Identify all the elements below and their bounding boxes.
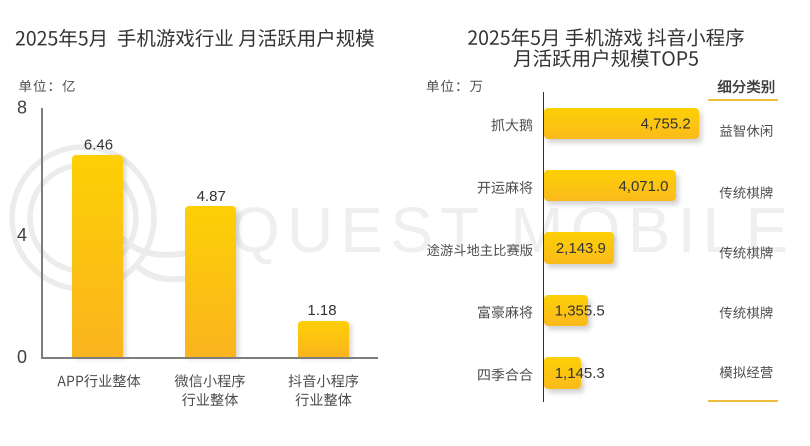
- svg-text:1.18: 1.18: [307, 302, 336, 319]
- svg-text:2,143.9: 2,143.9: [556, 240, 606, 257]
- svg-text:1,355.5: 1,355.5: [555, 303, 605, 320]
- svg-text:1,145.3: 1,145.3: [555, 365, 605, 382]
- svg-text:6.46: 6.46: [84, 137, 113, 154]
- svg-text:4,755.2: 4,755.2: [641, 115, 691, 132]
- svg-text:QUEST MOBILE: QUEST MOBILE: [230, 194, 795, 266]
- svg-text:4.87: 4.87: [197, 188, 226, 205]
- svg-text:4,071.0: 4,071.0: [618, 178, 668, 195]
- svg-text:4: 4: [17, 225, 27, 245]
- svg-text:8: 8: [17, 98, 27, 118]
- svg-text:0: 0: [17, 347, 27, 367]
